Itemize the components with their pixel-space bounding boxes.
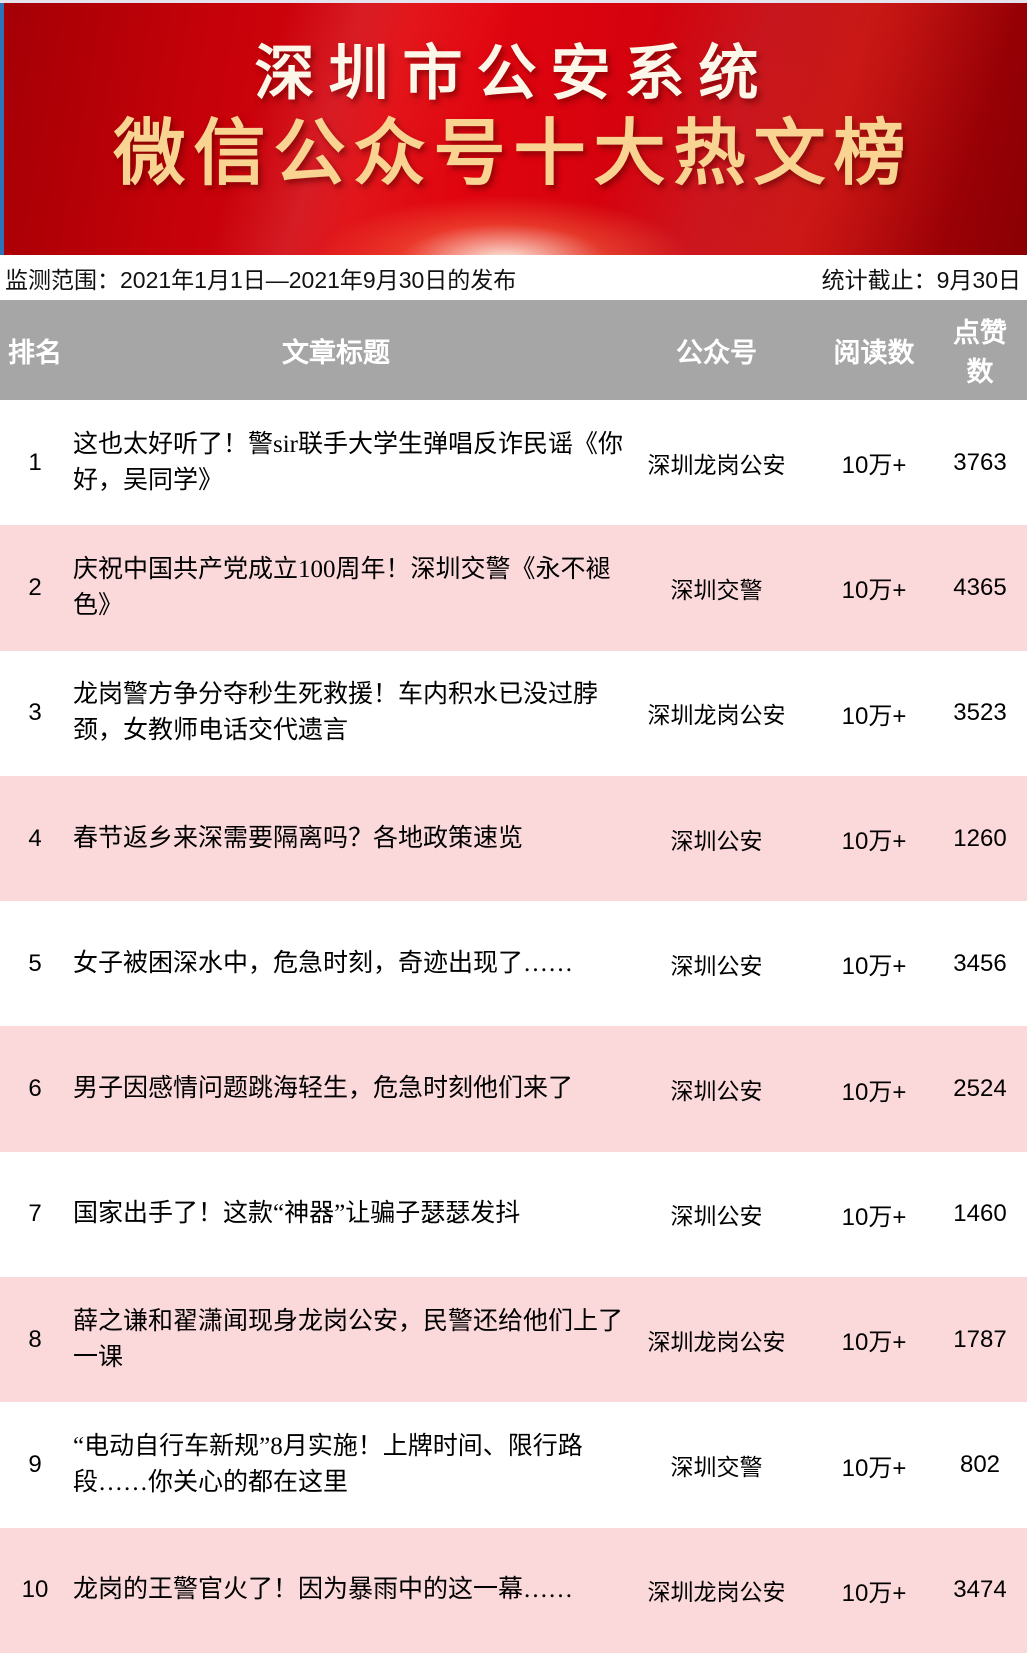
article-title-cell: 庆祝中国共产党成立100周年！深圳交警《永不褪色》 xyxy=(73,555,611,619)
header-title: 文章标题 xyxy=(282,337,390,368)
header-reads: 阅读数 xyxy=(833,337,915,368)
account-cell: 深圳公安 xyxy=(670,827,763,854)
stats-deadline-label: 统计截止：9月30日 xyxy=(821,266,1021,293)
rank-cell: 5 xyxy=(28,949,42,977)
rank-cell: 8 xyxy=(28,1325,42,1353)
banner: 深圳市公安系统 微信公众号十大热文榜 xyxy=(0,0,1027,255)
monitor-range-label: 监测范围：2021年1月1日—2021年9月30日的发布 xyxy=(5,266,517,293)
article-title-cell: 这也太好听了！警sir联手大学生弹唱反诈民谣《你好，吴同学》 xyxy=(73,430,624,494)
banner-left-stripe xyxy=(0,3,4,255)
account-cell: 深圳交警 xyxy=(670,1454,763,1481)
banner-light-streaks xyxy=(0,0,1027,255)
rank-cell: 3 xyxy=(28,699,42,727)
likes-cell: 1787 xyxy=(953,1325,1007,1353)
rank-cell: 7 xyxy=(28,1200,42,1228)
likes-cell: 3474 xyxy=(953,1576,1007,1604)
likes-cell: 3763 xyxy=(953,448,1007,476)
table-row: 6 男子因感情问题跳海轻生，危急时刻他们来了 深圳公安 10万+ 2524 xyxy=(0,1026,1027,1152)
article-title-cell: 男子因感情问题跳海轻生，危急时刻他们来了 xyxy=(73,1075,574,1103)
account-cell: 深圳公安 xyxy=(670,1078,763,1105)
likes-cell: 3523 xyxy=(953,699,1007,727)
reads-cell: 10万+ xyxy=(841,702,907,730)
account-cell: 深圳公安 xyxy=(670,952,763,979)
account-cell: 深圳龙岗公安 xyxy=(647,702,786,729)
meta-bar: 监测范围：2021年1月1日—2021年9月30日的发布 统计截止：9月30日 xyxy=(0,255,1027,300)
account-cell: 深圳龙岗公安 xyxy=(647,451,786,478)
table-row: 10 龙岗的王警官火了！因为暴雨中的这一幕…… 深圳龙岗公安 10万+ 3474 xyxy=(0,1527,1027,1653)
article-title-cell: 薛之谦和翟潇闻现身龙岗公安，民警还给他们上了一课 xyxy=(73,1307,624,1371)
ranking-table: 排名 文章标题 公众号 阅读数 点赞数 1 这也太好听了！警sir联手大学生弹唱… xyxy=(0,300,1027,1653)
likes-cell: 2524 xyxy=(953,1075,1007,1103)
account-cell: 深圳交警 xyxy=(670,576,763,603)
rank-cell: 2 xyxy=(28,573,42,601)
reads-cell: 10万+ xyxy=(841,1078,907,1106)
table-row: 5 女子被困深水中，危急时刻，奇迹出现了…… 深圳公安 10万+ 3456 xyxy=(0,901,1027,1027)
account-cell: 深圳龙岗公安 xyxy=(647,1579,786,1606)
account-cell: 深圳公安 xyxy=(670,1203,763,1230)
rank-cell: 4 xyxy=(28,824,42,852)
table-row: 3 龙岗警方争分夺秒生死救援！车内积水已没过脖颈，女教师电话交代遗言 深圳龙岗公… xyxy=(0,650,1027,776)
account-cell: 深圳龙岗公安 xyxy=(647,1328,786,1355)
article-title-cell: 女子被困深水中，危急时刻，奇迹出现了…… xyxy=(73,949,574,977)
reads-cell: 10万+ xyxy=(841,1329,907,1357)
article-title-cell: 春节返乡来深需要隔离吗？各地政策速览 xyxy=(73,824,524,852)
reads-cell: 10万+ xyxy=(841,828,907,856)
reads-cell: 10万+ xyxy=(841,953,907,981)
table-header-row: 排名 文章标题 公众号 阅读数 点赞数 xyxy=(0,300,1027,400)
rank-cell: 10 xyxy=(21,1576,49,1604)
table-row: 9 “电动自行车新规”8月实施！上牌时间、限行路段……你关心的都在这里 深圳交警… xyxy=(0,1402,1027,1528)
reads-cell: 10万+ xyxy=(841,452,907,480)
article-title-cell: 龙岗警方争分夺秒生死救援！车内积水已没过脖颈，女教师电话交代遗言 xyxy=(73,681,599,745)
article-title-cell: “电动自行车新规”8月实施！上牌时间、限行路段……你关心的都在这里 xyxy=(73,1433,583,1497)
table-row: 2 庆祝中国共产党成立100周年！深圳交警《永不褪色》 深圳交警 10万+ 43… xyxy=(0,525,1027,651)
header-rank: 排名 xyxy=(8,337,62,368)
table-row: 1 这也太好听了！警sir联手大学生弹唱反诈民谣《你好，吴同学》 深圳龙岗公安 … xyxy=(0,400,1027,526)
article-title-cell: 国家出手了！这款“神器”让骗子瑟瑟发抖 xyxy=(73,1200,521,1228)
header-account: 公众号 xyxy=(676,337,757,368)
reads-cell: 10万+ xyxy=(841,1454,907,1482)
likes-cell: 802 xyxy=(959,1451,1001,1479)
likes-cell: 1260 xyxy=(953,824,1007,852)
rank-cell: 1 xyxy=(28,448,42,476)
rank-cell: 9 xyxy=(28,1451,42,1479)
header-likes: 点赞数 xyxy=(953,318,1007,387)
banner-top-line xyxy=(0,0,1027,3)
likes-cell: 1460 xyxy=(953,1200,1007,1228)
likes-cell: 3456 xyxy=(953,949,1007,977)
table-row: 4 春节返乡来深需要隔离吗？各地政策速览 深圳公安 10万+ 1260 xyxy=(0,775,1027,902)
table-row: 7 国家出手了！这款“神器”让骗子瑟瑟发抖 深圳公安 10万+ 1460 xyxy=(0,1151,1027,1278)
table-body: 1 这也太好听了！警sir联手大学生弹唱反诈民谣《你好，吴同学》 深圳龙岗公安 … xyxy=(0,400,1027,1653)
rank-cell: 6 xyxy=(28,1075,42,1103)
likes-cell: 4365 xyxy=(953,573,1007,601)
reads-cell: 10万+ xyxy=(841,1579,907,1607)
reads-cell: 10万+ xyxy=(841,577,907,605)
table-row: 8 薛之谦和翟潇闻现身龙岗公安，民警还给他们上了一课 深圳龙岗公安 10万+ 1… xyxy=(0,1277,1027,1403)
banner-title-line1: 深圳市公安系统 xyxy=(254,40,773,107)
banner-title-line2: 微信公众号十大热文榜 xyxy=(113,114,914,194)
reads-cell: 10万+ xyxy=(841,1203,907,1231)
article-title-cell: 龙岗的王警官火了！因为暴雨中的这一幕…… xyxy=(73,1576,574,1604)
